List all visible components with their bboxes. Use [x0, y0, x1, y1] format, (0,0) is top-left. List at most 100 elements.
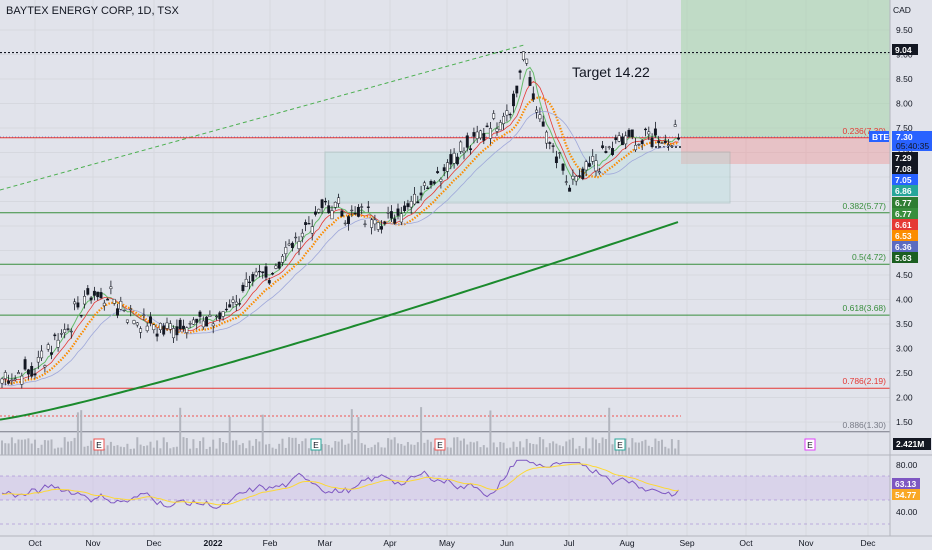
volume-bar	[367, 447, 370, 455]
candle-body	[620, 136, 624, 146]
volume-bar	[321, 444, 324, 455]
candle-body	[195, 318, 199, 323]
candle-body	[129, 308, 133, 310]
candle-body	[119, 301, 123, 310]
x-tick-label: Jul	[564, 538, 575, 548]
candle-body	[3, 372, 7, 379]
candle-body	[343, 222, 347, 225]
volume-bar	[505, 448, 508, 455]
candle-body	[459, 141, 463, 152]
volume-bar	[350, 409, 353, 455]
x-tick-label: May	[439, 538, 456, 548]
candle-body	[175, 326, 179, 336]
volume-bar	[17, 439, 20, 455]
volume-bar	[552, 441, 555, 455]
volume-bar	[20, 439, 23, 455]
volume-bar	[492, 442, 495, 455]
volume-bar	[529, 443, 531, 455]
volume-bar	[413, 444, 416, 455]
candle-body	[185, 327, 189, 333]
candle-body	[96, 291, 100, 298]
volume-bar	[119, 446, 122, 455]
candle-body	[436, 171, 440, 174]
volume-bar	[370, 447, 373, 455]
volume-bar	[420, 407, 423, 455]
volume-bar	[156, 440, 159, 455]
candle-body	[23, 359, 27, 370]
volume-bar	[57, 447, 60, 455]
last-price: 7.30	[896, 132, 913, 142]
candle-body	[498, 122, 502, 131]
volume-bar	[591, 437, 594, 455]
fib-label: 0.382(5.77)	[843, 201, 887, 211]
volume-bar	[202, 437, 205, 455]
y-tick-label: 8.00	[896, 99, 913, 109]
volume-bar	[515, 446, 518, 455]
volume-bar	[241, 443, 244, 455]
volume-bar	[113, 445, 116, 455]
candle-body	[63, 329, 67, 334]
volume-bar	[581, 448, 584, 455]
x-tick-label: Nov	[85, 538, 101, 548]
level-tag-bg	[892, 152, 918, 163]
candle-body	[429, 181, 433, 185]
x-tick-label: Aug	[619, 538, 634, 548]
candle-body	[178, 319, 182, 329]
candle-body	[571, 175, 575, 180]
candle-body	[238, 303, 242, 305]
candle-body	[132, 320, 136, 324]
candle-body	[198, 311, 202, 317]
candle-body	[541, 121, 545, 127]
rsi-pane	[0, 459, 890, 525]
volume-bar	[298, 443, 300, 455]
candle-body	[518, 70, 522, 73]
candle-body	[69, 330, 73, 333]
candle-body	[102, 302, 106, 307]
candle-body	[234, 301, 238, 305]
candle-body	[380, 226, 383, 230]
volume-bar	[631, 438, 634, 455]
candle-body	[386, 212, 390, 214]
volume-bar	[103, 448, 106, 455]
volume-bar	[288, 437, 291, 455]
volume-bar	[628, 447, 630, 455]
level-tag: 6.36	[895, 242, 912, 252]
candle-body	[502, 116, 506, 124]
candle-body	[455, 156, 459, 165]
volume-bar	[641, 441, 644, 455]
volume-bar	[327, 445, 330, 455]
candle-body	[611, 148, 614, 155]
candle-body	[261, 271, 265, 274]
rsi-band	[0, 476, 890, 500]
candle-body	[314, 211, 317, 215]
volume-bar	[73, 437, 76, 455]
candle-body	[112, 298, 116, 304]
rsi-tag: 54.77	[895, 490, 917, 500]
volume-bar	[416, 442, 419, 455]
fib-levels: 0.236(7.30) 0.382(5.77) 0.5(4.72) 0.618(3.6…	[0, 126, 890, 433]
volume-bar	[406, 442, 409, 455]
volume-bar	[562, 446, 564, 455]
candle-body	[449, 154, 453, 165]
volume-bar	[525, 438, 528, 455]
candle-body	[472, 132, 476, 137]
volume-bar	[278, 443, 281, 455]
candle-body	[274, 265, 278, 269]
candle-body	[347, 216, 350, 224]
candle-body	[53, 334, 57, 337]
volume-bar	[182, 437, 185, 455]
candle-body	[244, 278, 248, 287]
candle-body	[30, 366, 34, 377]
level-tag: 7.05	[895, 175, 912, 185]
volume-bar	[588, 448, 591, 455]
candle-body	[205, 316, 209, 327]
candle-body	[188, 323, 192, 325]
candle-body	[353, 213, 357, 215]
x-tick-label: Sep	[679, 538, 694, 548]
candle-body	[320, 199, 324, 209]
volume-bar	[651, 447, 654, 455]
candle-body	[287, 243, 291, 246]
candle-body	[40, 350, 44, 359]
volume-bar	[611, 444, 614, 455]
